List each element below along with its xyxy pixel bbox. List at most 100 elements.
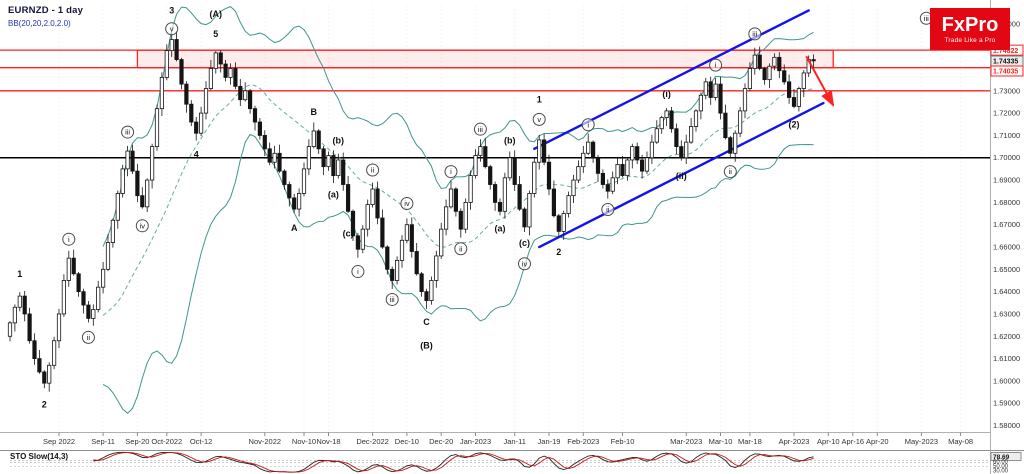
svg-text:iv: iv xyxy=(140,221,146,230)
svg-text:Jan-19: Jan-19 xyxy=(538,437,561,446)
chart-header: EURNZD - 1 day BB(20,20,2.0,2.0) xyxy=(8,5,83,28)
svg-text:Nov-18: Nov-18 xyxy=(316,437,340,446)
svg-text:Jan-2023: Jan-2023 xyxy=(460,437,491,446)
svg-text:1.59000: 1.59000 xyxy=(993,399,1020,408)
svg-text:50.00: 50.00 xyxy=(993,464,1009,470)
svg-text:Sep-11: Sep-11 xyxy=(91,437,115,446)
svg-text:1: 1 xyxy=(537,94,542,104)
svg-text:Apr-10: Apr-10 xyxy=(817,437,840,446)
logo-brand-text: FxPro xyxy=(941,13,999,36)
svg-text:1.69000: 1.69000 xyxy=(993,176,1020,185)
svg-text:Sep 2022: Sep 2022 xyxy=(43,437,75,446)
svg-text:1.68000: 1.68000 xyxy=(993,198,1020,207)
price-chart-canvas[interactable]: 12iiiiiiivv34(A)5AB(a)(b)(c)iiiiiiivC(B)… xyxy=(0,0,1024,450)
svg-text:iii: iii xyxy=(924,14,929,23)
svg-text:1.74035: 1.74035 xyxy=(993,69,1018,76)
bearish-arrow xyxy=(805,55,835,108)
svg-text:Nov-10: Nov-10 xyxy=(292,437,316,446)
svg-text:4: 4 xyxy=(194,149,199,159)
svg-text:i: i xyxy=(357,267,359,276)
svg-text:(b): (b) xyxy=(333,135,345,145)
svg-text:Apr-20: Apr-20 xyxy=(866,437,889,446)
svg-text:Mar-2023: Mar-2023 xyxy=(670,437,702,446)
svg-text:ii: ii xyxy=(87,333,91,342)
symbol-title: EURNZD - 1 day xyxy=(8,5,84,16)
stochastic-label: STO Slow(14,3) xyxy=(10,452,69,461)
svg-text:Mar-18: Mar-18 xyxy=(738,437,762,446)
svg-text:iv: iv xyxy=(404,199,410,208)
svg-text:(A): (A) xyxy=(210,9,223,19)
svg-text:iv: iv xyxy=(522,259,528,268)
svg-text:2: 2 xyxy=(556,247,561,257)
svg-text:Dec-10: Dec-10 xyxy=(395,437,419,446)
svg-text:v: v xyxy=(537,115,541,124)
svg-text:May-2023: May-2023 xyxy=(905,437,938,446)
svg-text:1.72000: 1.72000 xyxy=(993,109,1020,118)
resistance-zone xyxy=(136,49,834,69)
svg-text:1.58000: 1.58000 xyxy=(993,421,1020,430)
svg-text:Feb-10: Feb-10 xyxy=(611,437,635,446)
svg-text:3: 3 xyxy=(169,5,174,15)
svg-text:ii: ii xyxy=(371,166,375,175)
svg-text:i: i xyxy=(587,120,589,129)
svg-text:1.74822: 1.74822 xyxy=(993,48,1018,55)
fxpro-logo: FxPro Trade Like a Pro xyxy=(930,8,1010,50)
svg-text:1.62000: 1.62000 xyxy=(993,332,1020,341)
svg-text:i: i xyxy=(715,61,717,70)
svg-text:1.60000: 1.60000 xyxy=(993,376,1020,385)
svg-text:1.66000: 1.66000 xyxy=(993,243,1020,252)
svg-text:ii: ii xyxy=(729,167,733,176)
svg-text:78.69: 78.69 xyxy=(993,454,1010,461)
svg-text:May-08: May-08 xyxy=(948,437,973,446)
svg-text:(B): (B) xyxy=(420,341,433,351)
svg-text:1.71000: 1.71000 xyxy=(993,131,1020,140)
svg-text:i: i xyxy=(450,167,452,176)
svg-text:(i): (i) xyxy=(662,89,671,99)
svg-text:C: C xyxy=(423,317,430,327)
svg-text:1: 1 xyxy=(17,269,22,279)
svg-text:1.63000: 1.63000 xyxy=(993,309,1020,318)
svg-text:(a): (a) xyxy=(328,190,339,200)
time-axis: Sep 2022 Sep-11 Sep-20 Oct-2022 Oct-12 Nov-20… xyxy=(0,0,991,450)
svg-text:(ii): (ii) xyxy=(676,171,687,181)
svg-text:2: 2 xyxy=(42,399,47,409)
svg-text:(c): (c) xyxy=(343,229,354,239)
svg-text:Mar-10: Mar-10 xyxy=(709,437,733,446)
svg-text:iii: iii xyxy=(752,29,757,38)
candles-layer xyxy=(7,30,816,392)
svg-text:1.65000: 1.65000 xyxy=(993,265,1020,274)
grid-layer xyxy=(58,6,962,432)
svg-text:Apr-2023: Apr-2023 xyxy=(779,437,810,446)
svg-text:1.67000: 1.67000 xyxy=(993,220,1020,229)
svg-text:1.74335: 1.74335 xyxy=(993,59,1018,66)
svg-text:i: i xyxy=(68,235,70,244)
sto-lines xyxy=(0,450,1024,474)
svg-text:Apr-16: Apr-16 xyxy=(842,437,865,446)
bollinger-indicator-label: BB(20,20,2.0,2.0) xyxy=(8,19,71,28)
bollinger-bands xyxy=(102,6,814,414)
svg-text:v: v xyxy=(170,24,174,33)
svg-text:1.73000: 1.73000 xyxy=(993,86,1020,95)
price-axis: 1.58000 1.59000 1.60000 1.61000 1.62000 1.630… xyxy=(990,19,1024,430)
svg-text:(b): (b) xyxy=(504,135,516,145)
svg-text:A: A xyxy=(291,223,298,233)
svg-text:iii: iii xyxy=(125,128,130,137)
svg-text:30.00: 30.00 xyxy=(993,469,1009,474)
svg-text:Dec-2022: Dec-2022 xyxy=(356,437,389,446)
svg-text:(a): (a) xyxy=(495,224,506,234)
svg-text:1.61000: 1.61000 xyxy=(993,354,1020,363)
trend-channel xyxy=(533,9,825,249)
svg-text:Feb-2023: Feb-2023 xyxy=(567,437,599,446)
svg-text:Nov-2022: Nov-2022 xyxy=(249,437,282,446)
svg-text:Dec-20: Dec-20 xyxy=(429,437,453,446)
svg-text:60.00: 60.00 xyxy=(993,459,1009,465)
wave-annotations: 12iiiiiiivv34(A)5AB(a)(b)(c)iiiiiiivC(B)… xyxy=(17,5,933,409)
svg-text:iii: iii xyxy=(390,295,395,304)
svg-text:1.70000: 1.70000 xyxy=(993,153,1020,162)
svg-text:Oct-2022: Oct-2022 xyxy=(151,437,182,446)
svg-text:(c): (c) xyxy=(519,238,530,248)
svg-text:Oct-12: Oct-12 xyxy=(190,437,213,446)
